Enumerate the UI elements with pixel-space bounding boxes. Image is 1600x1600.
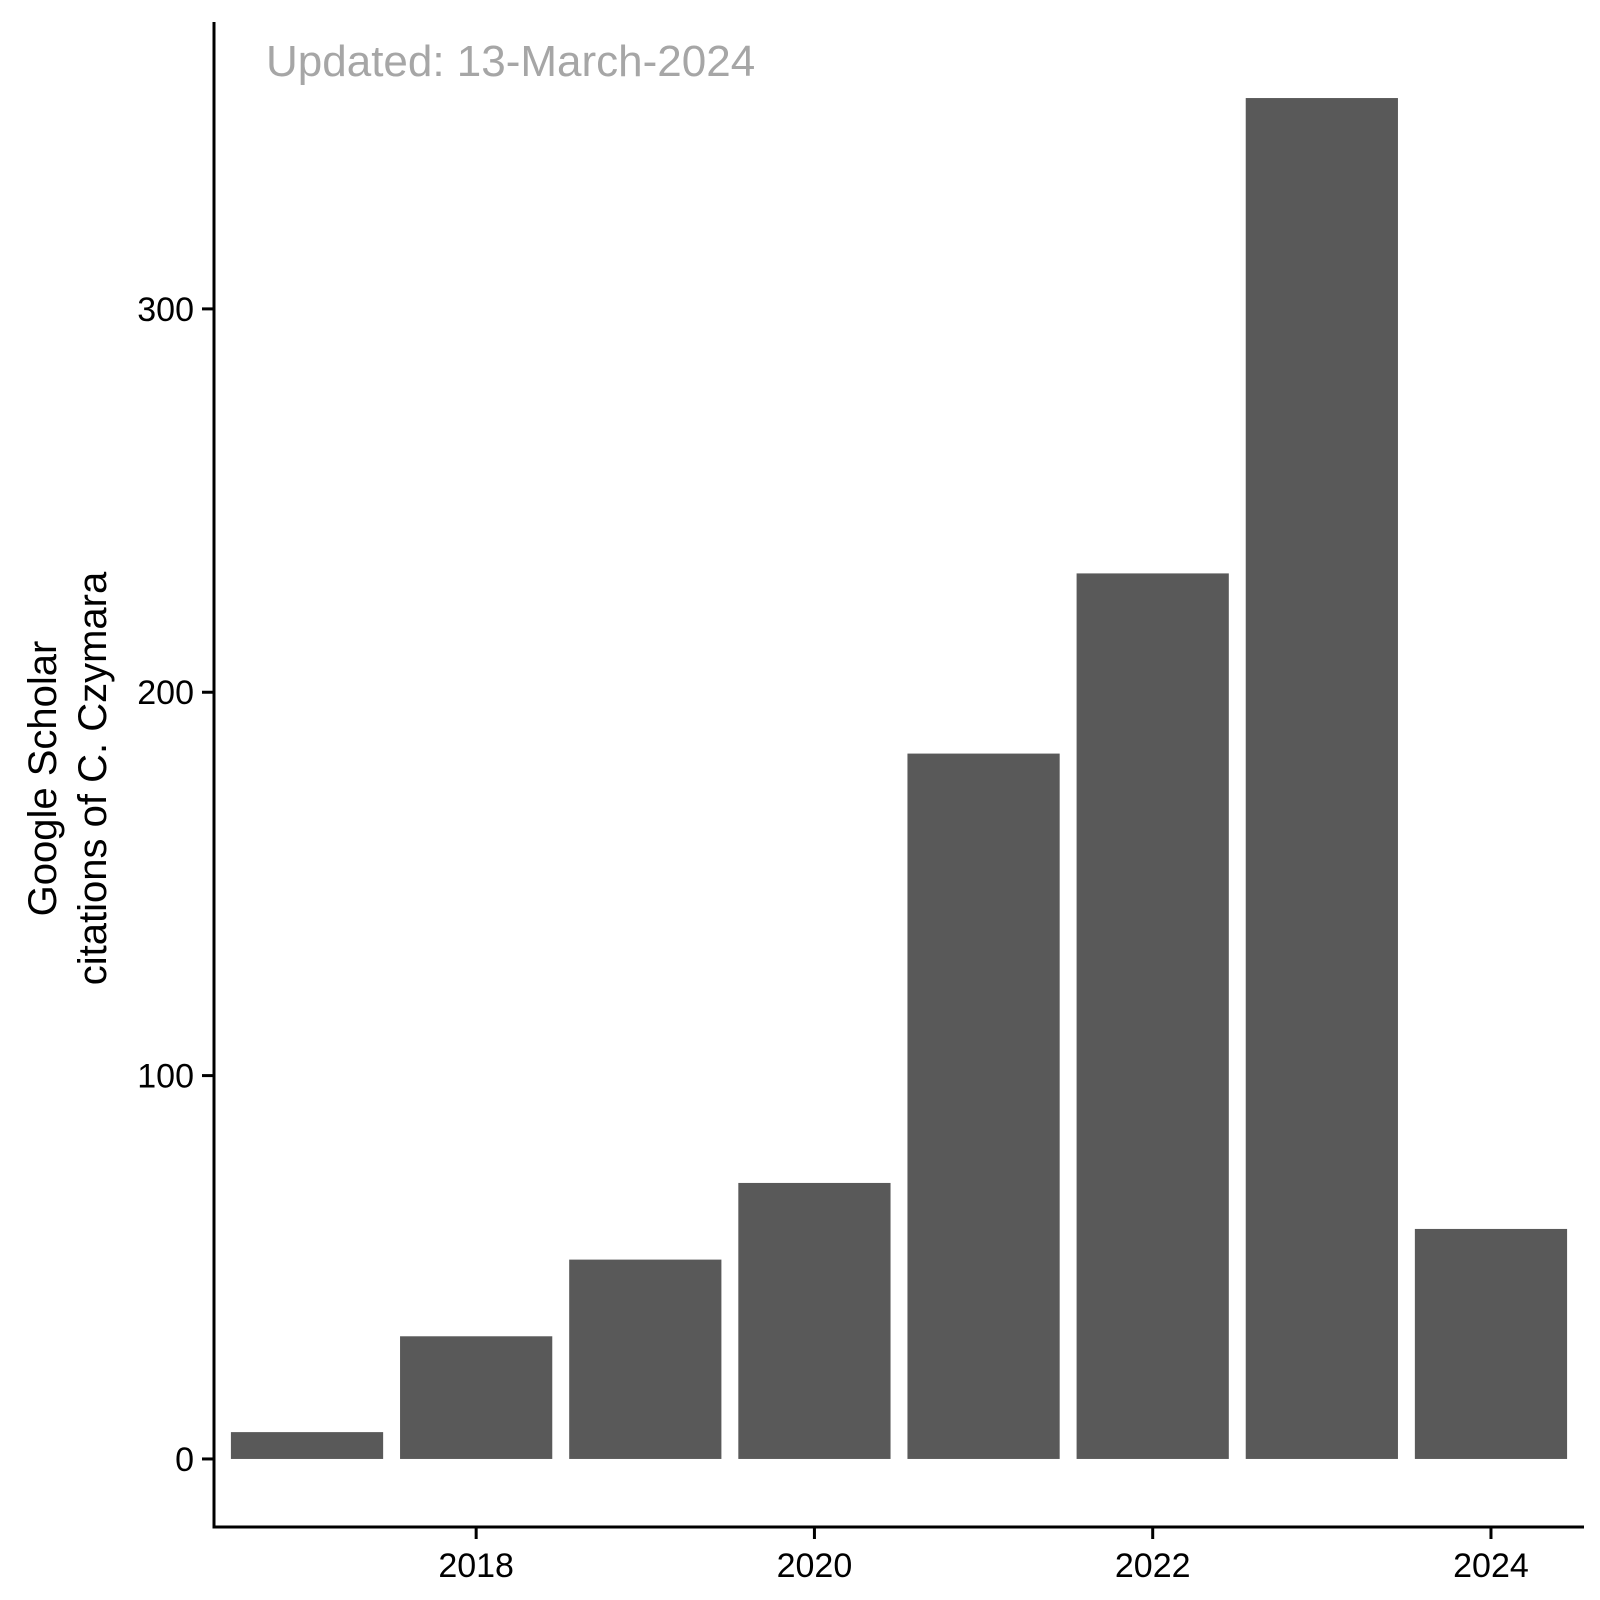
bar-2021 — [907, 753, 1060, 1459]
updated-annotation: Updated: 13-March-2024 — [266, 37, 755, 86]
x-tick-label: 2024 — [1453, 1547, 1529, 1585]
bar-2020 — [738, 1182, 891, 1459]
y-tick-label: 200 — [137, 674, 194, 712]
bar-2017 — [230, 1432, 384, 1459]
y-tick-label: 100 — [137, 1058, 194, 1096]
bar-2022 — [1076, 573, 1229, 1459]
bars-group — [230, 98, 1568, 1459]
bar-2018 — [400, 1336, 553, 1459]
bar-2019 — [569, 1259, 722, 1459]
y-axis-title-line-2: citations of C. Czymara — [71, 571, 115, 985]
x-tick-label: 2022 — [1115, 1547, 1191, 1585]
bar-2024 — [1414, 1228, 1568, 1459]
y-tick-label: 0 — [175, 1441, 194, 1479]
x-tick-label: 2020 — [777, 1547, 853, 1585]
y-ticks-group: 0 100 200 300 — [137, 291, 214, 1479]
x-ticks-group: 2018 2020 2022 2024 — [438, 1527, 1529, 1585]
y-tick-label: 300 — [137, 291, 194, 329]
x-tick-label: 2018 — [438, 1547, 514, 1585]
y-axis-title-line-1: Google Scholar — [21, 641, 65, 917]
bar-2023 — [1245, 98, 1398, 1459]
axes-group — [212, 22, 1584, 1529]
